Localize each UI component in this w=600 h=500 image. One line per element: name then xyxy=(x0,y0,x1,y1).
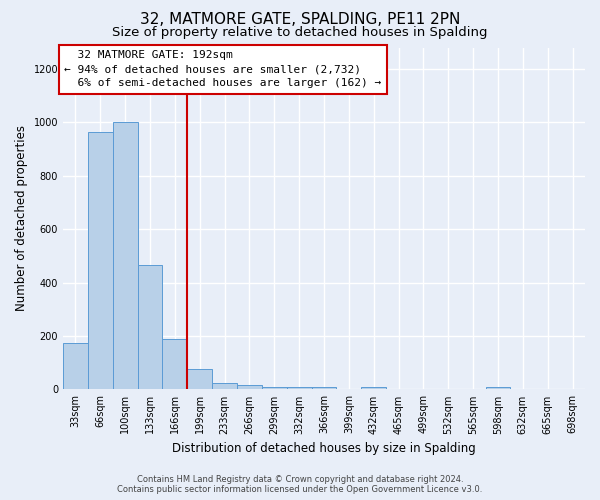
Bar xyxy=(113,122,137,390)
Y-axis label: Number of detached properties: Number of detached properties xyxy=(15,126,28,312)
X-axis label: Distribution of detached houses by size in Spalding: Distribution of detached houses by size … xyxy=(172,442,476,455)
Text: Size of property relative to detached houses in Spalding: Size of property relative to detached ho… xyxy=(112,26,488,39)
Bar xyxy=(237,386,262,390)
Bar xyxy=(212,383,237,390)
Bar xyxy=(163,338,187,390)
Text: Contains HM Land Registry data © Crown copyright and database right 2024.
Contai: Contains HM Land Registry data © Crown c… xyxy=(118,474,482,494)
Bar xyxy=(262,387,287,390)
Bar xyxy=(361,387,386,390)
Text: 32 MATMORE GATE: 192sqm
← 94% of detached houses are smaller (2,732)
  6% of sem: 32 MATMORE GATE: 192sqm ← 94% of detache… xyxy=(64,50,382,88)
Text: 32, MATMORE GATE, SPALDING, PE11 2PN: 32, MATMORE GATE, SPALDING, PE11 2PN xyxy=(140,12,460,28)
Bar xyxy=(287,387,311,390)
Bar xyxy=(485,387,511,390)
Bar xyxy=(63,342,88,390)
Bar xyxy=(187,370,212,390)
Bar xyxy=(311,387,337,390)
Bar xyxy=(88,132,113,390)
Bar xyxy=(137,265,163,390)
